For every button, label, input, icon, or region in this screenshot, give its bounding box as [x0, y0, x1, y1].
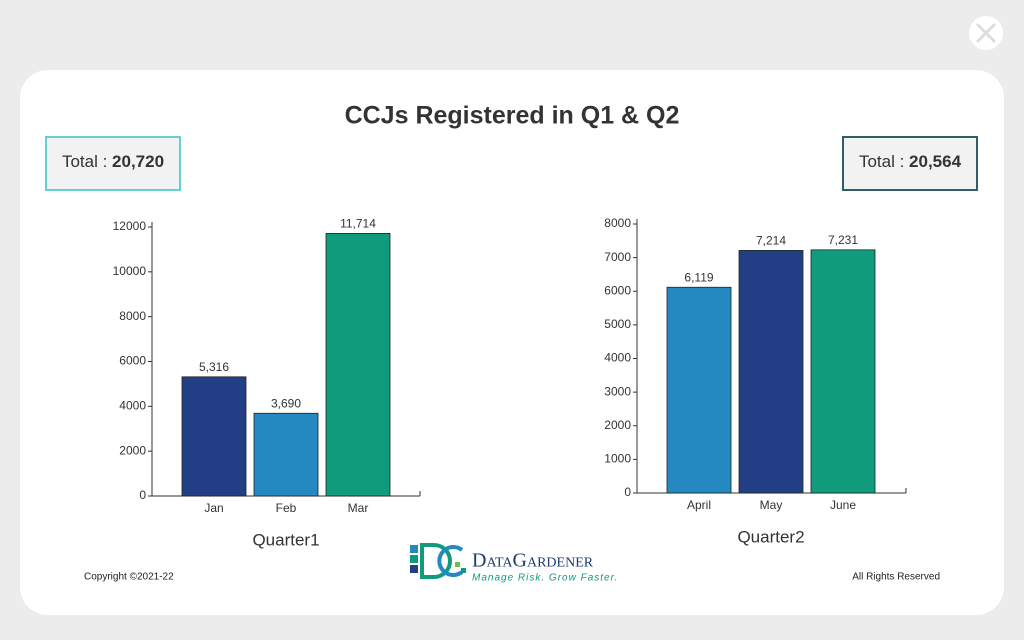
- value-label: 7,231: [828, 233, 858, 247]
- bar: [325, 233, 391, 497]
- y-tick-label: 0: [624, 485, 631, 499]
- rights: All Rights Reserved: [852, 572, 940, 583]
- y-tick-label: 7000: [604, 250, 631, 264]
- x-tick-label: Jan: [204, 501, 223, 515]
- x-tick-label: May: [760, 498, 783, 512]
- bar: [738, 250, 804, 494]
- y-tick-label: 10000: [113, 264, 147, 278]
- x-tick-label: June: [830, 498, 856, 512]
- total-value: 20,720: [112, 152, 164, 171]
- close-icon: [976, 23, 996, 43]
- y-tick-label: 8000: [119, 309, 146, 323]
- y-tick-label: 6000: [604, 283, 631, 297]
- copyright: Copyright ©2021-22: [84, 572, 174, 583]
- x-tick-label: Feb: [276, 501, 297, 515]
- y-tick-label: 4000: [119, 399, 146, 413]
- value-label: 3,690: [271, 396, 301, 410]
- logo: DataGardener Manage Risk. Grow Faster.: [410, 543, 618, 584]
- total-label: Total :: [859, 152, 904, 171]
- y-tick-label: 8000: [604, 216, 631, 230]
- total-box: [842, 136, 978, 191]
- title: CCJs Registered in Q1 & Q2: [345, 102, 680, 130]
- bar: [666, 286, 732, 494]
- logo-tagline: Manage Risk. Grow Faster.: [472, 573, 618, 584]
- logo-name: DataGardener: [472, 550, 594, 572]
- y-tick-label: 6000: [119, 354, 146, 368]
- y-tick-label: 4000: [604, 351, 631, 365]
- value-label: 11,714: [340, 217, 376, 231]
- bar: [253, 412, 319, 497]
- value-label: 5,316: [199, 360, 229, 374]
- y-tick-label: 1000: [604, 452, 631, 466]
- total-box: [45, 136, 181, 191]
- y-tick-label: 2000: [119, 443, 146, 457]
- x-axis-label: Quarter1: [252, 530, 319, 549]
- y-tick-label: 12000: [113, 219, 147, 233]
- bar: [181, 376, 247, 497]
- y-tick-label: 0: [139, 488, 146, 502]
- value-label: 6,119: [684, 270, 713, 284]
- total-value: 20,564: [909, 152, 962, 171]
- y-tick-label: 3000: [604, 384, 631, 398]
- total: Total : 20,720: [62, 152, 164, 171]
- x-tick-label: Mar: [348, 501, 369, 515]
- value-label: 7,214: [756, 234, 786, 248]
- bar: [810, 249, 876, 494]
- total-label: Total :: [62, 152, 107, 171]
- y-tick-label: 2000: [604, 418, 631, 432]
- x-tick-label: April: [687, 498, 711, 512]
- y-tick-label: 5000: [604, 317, 631, 331]
- x-axis-label: Quarter2: [737, 527, 804, 546]
- total: Total : 20,564: [859, 152, 962, 171]
